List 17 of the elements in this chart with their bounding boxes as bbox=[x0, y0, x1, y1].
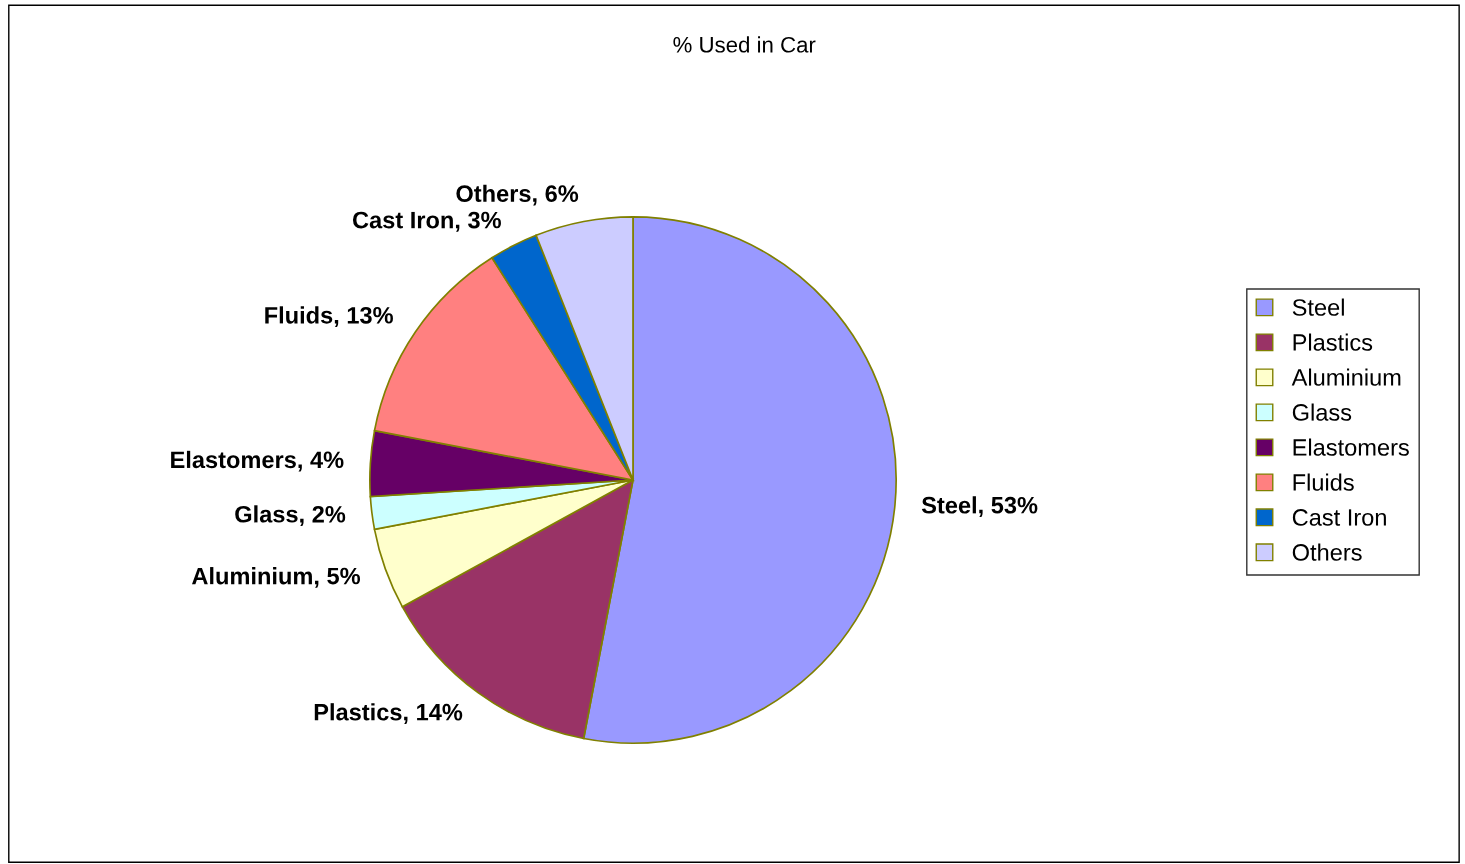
data-label: Steel, 53% bbox=[921, 496, 1038, 517]
data-label: Others, 6% bbox=[456, 184, 579, 206]
legend-label: Others bbox=[1292, 543, 1362, 561]
legend-label: Steel bbox=[1292, 298, 1344, 316]
data-label: Glass, 2% bbox=[235, 505, 346, 527]
data-label: Plastics, 14% bbox=[314, 703, 463, 724]
legend-label: Aluminium bbox=[1291, 368, 1401, 386]
data-label: Elastomers, 4% bbox=[171, 450, 344, 472]
legend-label: Cast Iron bbox=[1292, 509, 1386, 526]
chart-title: % Used in Car bbox=[673, 36, 816, 53]
data-label: Aluminium, 5% bbox=[192, 567, 361, 588]
data-label: Cast Iron, 3% bbox=[352, 211, 501, 232]
legend-label: Fluids bbox=[1293, 473, 1354, 491]
data-label: Fluids, 13% bbox=[265, 306, 393, 328]
legend-label: Plastics bbox=[1293, 333, 1373, 351]
legend-label: Glass bbox=[1292, 403, 1352, 421]
legend-label: Elastomers bbox=[1293, 438, 1409, 456]
